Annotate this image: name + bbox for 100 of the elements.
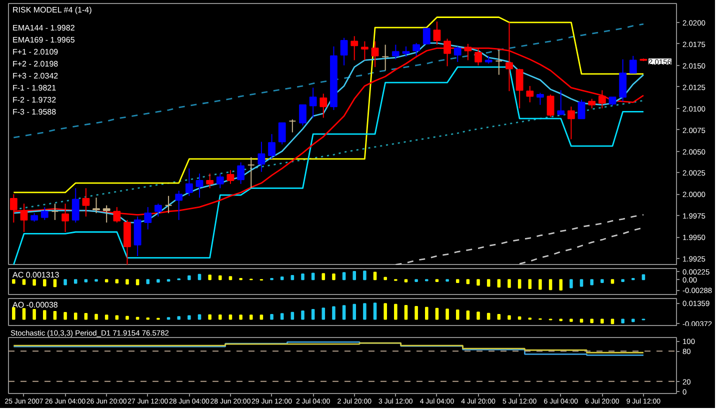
bar <box>64 312 67 320</box>
bar <box>559 279 562 290</box>
candlestick <box>196 173 204 198</box>
bar <box>352 304 356 320</box>
annotation: F+2 - 2.0198 <box>12 60 59 68</box>
bar <box>342 272 346 280</box>
candlestick <box>392 44 400 60</box>
candlestick <box>495 49 503 76</box>
bar <box>12 307 16 320</box>
candlestick <box>299 104 306 126</box>
bar <box>126 316 129 320</box>
candlestick <box>309 87 317 118</box>
line-series <box>12 16 644 194</box>
candlestick <box>516 68 524 109</box>
bar <box>290 275 294 280</box>
bar <box>425 306 428 320</box>
bar <box>528 279 532 289</box>
candlestick <box>164 195 172 214</box>
bar <box>476 279 480 286</box>
bar <box>270 314 274 320</box>
bar <box>188 275 191 280</box>
annotation: F+1 - 2.0109 <box>12 48 59 56</box>
bar <box>570 279 573 288</box>
bar <box>115 315 119 320</box>
candlestick <box>412 42 420 56</box>
bar <box>249 314 253 320</box>
bar <box>610 318 614 324</box>
bar <box>311 272 315 280</box>
bar <box>43 310 46 320</box>
candlestick <box>82 188 90 218</box>
bar <box>64 279 67 286</box>
candlestick <box>72 188 80 224</box>
candlestick <box>102 204 110 224</box>
candlestick <box>382 44 390 72</box>
bar <box>538 279 542 290</box>
bar <box>456 310 460 320</box>
bar <box>53 279 57 288</box>
bar <box>332 306 336 320</box>
candlestick <box>51 203 59 220</box>
candlestick <box>454 46 462 62</box>
bar <box>280 313 284 320</box>
candlestick <box>598 90 606 109</box>
candlestick <box>216 173 224 189</box>
bar <box>84 312 88 320</box>
line-series <box>394 214 644 265</box>
bar <box>590 318 594 324</box>
bar <box>136 279 140 286</box>
candlestick <box>546 94 554 118</box>
bar <box>126 279 129 285</box>
annotation: F-2 - 1.9732 <box>12 96 57 104</box>
candlestick <box>629 55 637 74</box>
bar <box>404 305 408 320</box>
chart-title: AO -0.00038 <box>12 300 58 310</box>
bar <box>352 270 356 280</box>
bar <box>104 314 108 320</box>
bar <box>260 314 264 320</box>
candlestick <box>526 85 534 103</box>
bar <box>518 316 522 320</box>
bar <box>508 279 511 288</box>
line-series <box>12 23 644 138</box>
bar <box>580 318 584 323</box>
bar <box>486 312 490 320</box>
bar <box>322 308 326 320</box>
bar <box>311 309 315 320</box>
chart-title: RISK MODEL #4 (1-4) <box>12 6 92 14</box>
bar <box>32 279 36 286</box>
bar <box>74 279 78 284</box>
bar <box>466 279 470 284</box>
candlestick <box>247 156 255 189</box>
bar <box>53 311 57 320</box>
bar <box>404 279 408 282</box>
bar <box>22 279 26 285</box>
bar <box>363 303 366 320</box>
bar <box>632 318 635 322</box>
candlestick <box>288 118 296 133</box>
bar <box>456 279 460 284</box>
candlestick <box>258 141 266 172</box>
bar <box>466 310 470 320</box>
candlestick <box>320 93 328 118</box>
candlestick <box>422 28 430 44</box>
bar <box>198 314 202 320</box>
bar <box>84 279 88 282</box>
candlestick <box>433 21 441 46</box>
candlestick <box>371 40 379 68</box>
candlestick <box>340 37 348 66</box>
bar <box>218 314 222 320</box>
annotation: EMA169 - 1.9965 <box>12 36 76 44</box>
bar <box>570 318 573 322</box>
chart-title: AC 0.001313 <box>12 270 60 280</box>
candlestick <box>578 99 586 120</box>
candlestick <box>175 190 183 220</box>
bar <box>486 279 490 287</box>
bar <box>414 306 418 320</box>
bar <box>94 314 98 320</box>
bar <box>497 279 501 288</box>
bar <box>363 270 366 280</box>
bar <box>43 279 46 286</box>
candlestick <box>40 206 48 220</box>
bar <box>394 304 398 320</box>
bar <box>208 314 212 320</box>
